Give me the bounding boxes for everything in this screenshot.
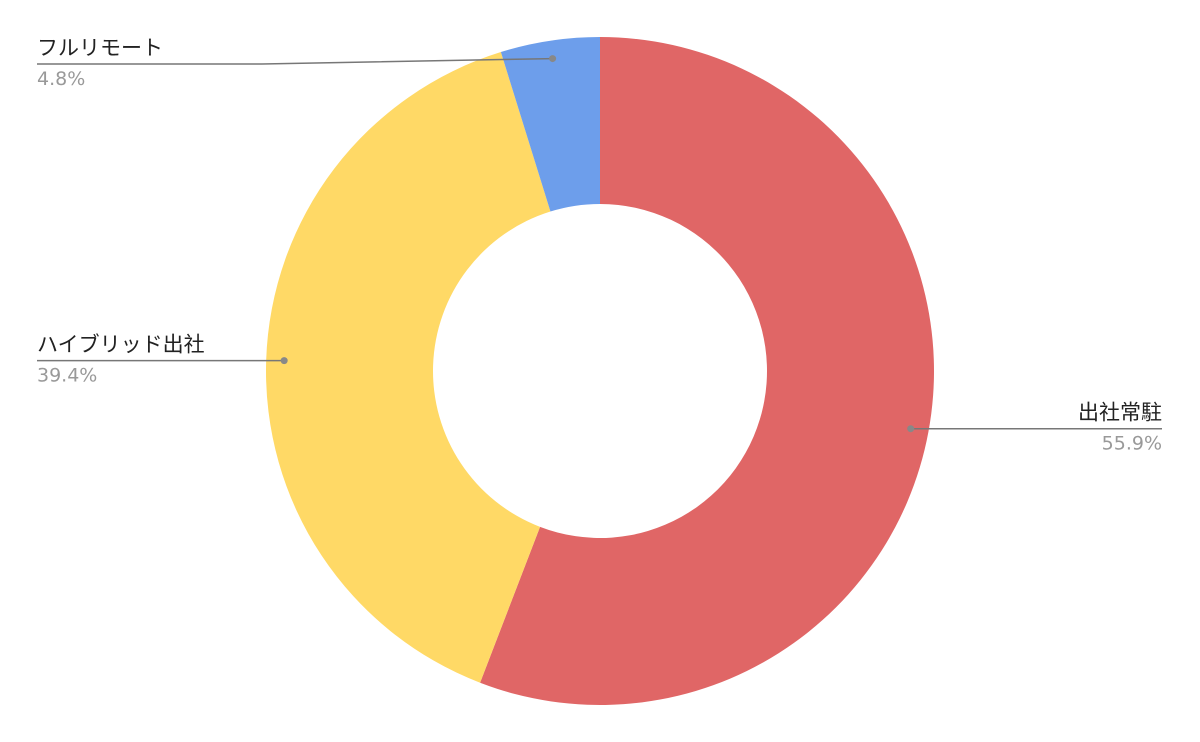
donut-slice bbox=[500, 37, 600, 212]
donut-slice bbox=[480, 37, 934, 705]
slice-label: 出社常駐 bbox=[1078, 401, 1162, 425]
leader-line bbox=[37, 57, 553, 65]
donut-slice bbox=[265, 52, 551, 683]
value-label: 4.8% bbox=[37, 68, 85, 90]
value-label: 39.4% bbox=[37, 365, 97, 387]
slice-label: ハイブリッド出社 bbox=[37, 333, 205, 357]
value-label: 55.9% bbox=[1102, 433, 1162, 455]
leader-dot bbox=[280, 357, 288, 365]
slice-label: フルリモート bbox=[37, 36, 163, 60]
leader-dot bbox=[907, 425, 915, 433]
leader-dot bbox=[549, 55, 557, 63]
